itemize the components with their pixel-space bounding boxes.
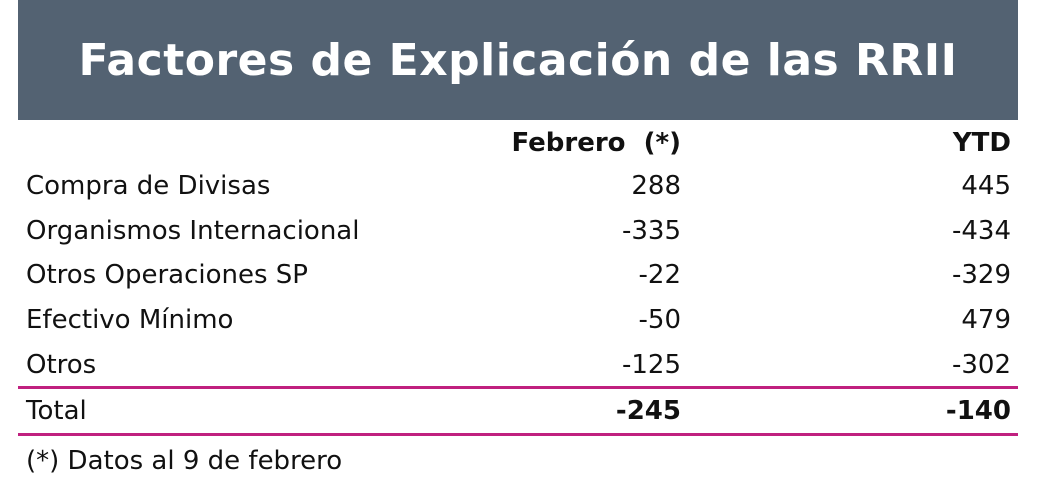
cell-value: 479 bbox=[961, 305, 1011, 336]
title: Factores de Explicación de las RRII bbox=[78, 34, 958, 86]
cell-value: -329 bbox=[951, 260, 1011, 291]
cell-value: -22 bbox=[638, 260, 681, 291]
cell-value: -434 bbox=[951, 215, 1011, 246]
footnote: (*) Datos al 9 de febrero bbox=[26, 446, 343, 476]
cell-value: 445 bbox=[961, 171, 1011, 201]
cell-value: 288 bbox=[631, 171, 681, 201]
column-header: Febrero (*) bbox=[511, 128, 681, 158]
separator bbox=[18, 386, 1018, 389]
title-bar: Factores de Explicación de las RRII bbox=[18, 0, 1018, 120]
total-label: Total bbox=[26, 396, 87, 426]
cell-value: -302 bbox=[951, 349, 1011, 380]
cell-value: -335 bbox=[621, 215, 681, 246]
total-value: -140 bbox=[945, 396, 1011, 426]
row-label: Compra de Divisas bbox=[26, 171, 271, 201]
row-label: Efectivo Mínimo bbox=[26, 305, 234, 336]
cell-value: -50 bbox=[638, 305, 681, 336]
separator bbox=[18, 433, 1018, 436]
row-label: Organismos Internacional bbox=[26, 215, 360, 246]
row-label: Otros bbox=[26, 349, 97, 380]
column-header: YTD bbox=[952, 128, 1011, 158]
total-value: -245 bbox=[615, 396, 681, 426]
cell-value: -125 bbox=[621, 349, 681, 380]
row-label: Otros Operaciones SP bbox=[26, 260, 308, 291]
